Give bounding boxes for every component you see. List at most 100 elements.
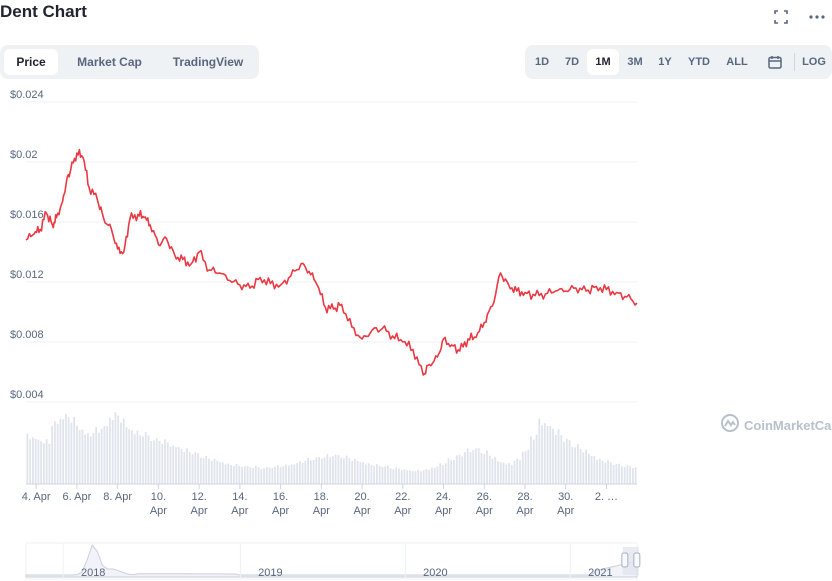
- range-3m[interactable]: 3M: [627, 56, 643, 68]
- range-all[interactable]: ALL: [726, 56, 748, 68]
- x-tick-label-line2: Apr: [394, 505, 411, 517]
- volume-bar: [477, 448, 480, 484]
- x-tick-label: 30.: [558, 491, 573, 503]
- volume-bar: [155, 438, 158, 484]
- volume-bar: [431, 467, 433, 484]
- more-icon[interactable]: [808, 8, 826, 26]
- volume-bar: [252, 468, 254, 484]
- range-1d[interactable]: 1D: [534, 56, 550, 68]
- volume-bar: [560, 435, 563, 484]
- volume-bar: [177, 447, 180, 484]
- y-tick-label: $0.016: [10, 209, 44, 221]
- range-1m[interactable]: 1M: [587, 49, 619, 75]
- volume-bar: [497, 461, 499, 484]
- volume-bar: [403, 469, 406, 484]
- volume-bar: [433, 467, 436, 484]
- volume-bar: [384, 466, 387, 484]
- volume-bar: [389, 468, 392, 484]
- volume-bar: [43, 443, 45, 484]
- coinmarketcap-logo-icon: [720, 413, 740, 438]
- volume-bar: [634, 467, 637, 484]
- volume-bar: [466, 448, 469, 484]
- volume-bar: [109, 417, 111, 484]
- volume-bars: [26, 412, 637, 484]
- volume-bar: [535, 434, 538, 484]
- volume-bar: [442, 464, 444, 484]
- volume-bar: [365, 464, 367, 484]
- volume-bar: [626, 464, 629, 484]
- volume-bar: [631, 468, 634, 484]
- x-tick-label: 10.: [151, 491, 166, 503]
- volume-bar: [106, 425, 109, 484]
- y-tick-label: $0.012: [10, 269, 44, 281]
- volume-bar: [387, 465, 389, 484]
- volume-bar: [596, 459, 598, 484]
- volume-bar: [84, 434, 87, 484]
- volume-bar: [188, 452, 191, 484]
- volume-bar: [568, 439, 571, 484]
- x-tick-label: 6. Apr: [63, 491, 92, 503]
- volume-bar: [241, 466, 243, 484]
- watermark-text: CoinMarketCap: [744, 418, 832, 433]
- range-ytd[interactable]: YTD: [688, 56, 710, 68]
- volume-bar: [458, 454, 461, 484]
- volume-bar: [494, 456, 497, 484]
- volume-bar: [144, 431, 147, 484]
- tab-market-cap[interactable]: Market Cap: [77, 55, 142, 69]
- x-tick-label: 22.: [395, 491, 410, 503]
- x-tick-label-line2: Apr: [353, 505, 370, 517]
- volume-bar: [293, 464, 296, 484]
- volume-bar: [464, 452, 466, 484]
- volume-bar: [274, 466, 276, 484]
- tab-price[interactable]: Price: [4, 49, 58, 75]
- x-tick-label-line2: Apr: [231, 505, 248, 517]
- tab-tradingview[interactable]: TradingView: [172, 55, 244, 69]
- price-line: [25, 148, 638, 376]
- volume-bar: [629, 466, 631, 484]
- volume-bar: [378, 465, 381, 484]
- volume-bar: [623, 466, 626, 484]
- volume-bar: [131, 430, 133, 484]
- volume-bar: [601, 460, 604, 484]
- volume-bar: [320, 458, 323, 484]
- volume-bar: [296, 463, 298, 484]
- range-1y[interactable]: 1Y: [658, 56, 672, 68]
- volume-bar: [422, 470, 425, 484]
- volume-bar: [59, 418, 62, 484]
- volume-bar: [340, 457, 343, 484]
- volume-bar: [62, 419, 65, 484]
- volume-bar: [183, 452, 186, 484]
- volume-bar: [370, 464, 373, 484]
- volume-bar: [298, 461, 301, 484]
- volume-bar: [56, 423, 59, 484]
- volume-bar: [337, 455, 340, 484]
- volume-bar: [620, 466, 623, 484]
- volume-bar: [26, 433, 29, 484]
- volume-bar: [290, 464, 293, 484]
- volume-bar: [95, 426, 98, 484]
- log-toggle[interactable]: LOG: [802, 56, 826, 68]
- fullscreen-icon[interactable]: [772, 8, 790, 26]
- range-7d[interactable]: 7D: [564, 56, 580, 68]
- volume-bar: [541, 425, 543, 484]
- volume-bar: [48, 443, 51, 484]
- volume-bar: [502, 462, 505, 484]
- x-tick-label: 4. Apr: [22, 491, 51, 503]
- x-tick-label: 24.: [436, 491, 451, 503]
- volume-bar: [582, 452, 585, 484]
- volume-bar: [150, 440, 153, 484]
- volume-bar: [147, 435, 150, 484]
- volume-bar: [111, 420, 114, 484]
- volume-bar: [45, 439, 48, 484]
- volume-bar: [125, 426, 128, 484]
- volume-bar: [461, 456, 464, 484]
- volume-bar: [78, 430, 81, 484]
- volume-bar: [312, 459, 315, 484]
- navigator-year-label: 2019: [258, 567, 282, 579]
- volume-bar: [563, 441, 565, 484]
- volume-bar: [505, 464, 508, 484]
- range-selector: 1D 7D 1M 3M 1Y YTD ALL LOG: [525, 45, 832, 79]
- calendar-icon[interactable]: [762, 49, 788, 75]
- volume-bar: [73, 416, 76, 484]
